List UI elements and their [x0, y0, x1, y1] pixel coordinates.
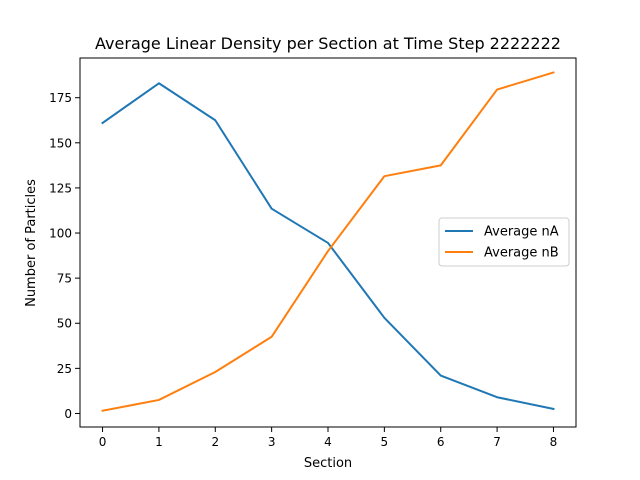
x-tick-label: 2: [211, 435, 219, 449]
legend-label-average-na: Average nA: [484, 225, 559, 240]
series-layer: [101, 71, 555, 412]
y-tick-label: 0: [64, 407, 72, 421]
x-tick-label: 5: [381, 435, 389, 449]
x-tick-label: 1: [155, 435, 163, 449]
x-axis-ticks: 0 1 2 3 4 5 6 7 8: [99, 427, 558, 449]
chart-title: Average Linear Density per Section at Ti…: [95, 34, 561, 53]
y-tick-label: 125: [49, 181, 72, 195]
x-tick-label: 8: [550, 435, 558, 449]
x-axis-label: Section: [304, 456, 352, 471]
y-tick-label: 75: [57, 272, 72, 286]
series-line-average-nb: [101, 71, 555, 412]
x-tick-label: 6: [437, 435, 445, 449]
y-tick-label: 100: [49, 227, 72, 241]
legend-label-average-nb: Average nB: [484, 246, 559, 261]
x-tick-label: 0: [99, 435, 107, 449]
series-line-average-na: [101, 82, 555, 411]
y-tick-label: 150: [49, 136, 72, 150]
y-tick-label: 25: [57, 362, 72, 376]
y-tick-label: 50: [57, 317, 72, 331]
x-tick-label: 7: [493, 435, 501, 449]
y-axis-label: Number of Particles: [24, 179, 39, 307]
y-axis-ticks: 0 25 50 75 100 125 150 175: [49, 91, 80, 421]
legend: Average nA Average nB: [438, 217, 570, 267]
y-tick-label: 175: [49, 91, 72, 105]
x-tick-label: 3: [268, 435, 276, 449]
x-tick-label: 4: [324, 435, 332, 449]
